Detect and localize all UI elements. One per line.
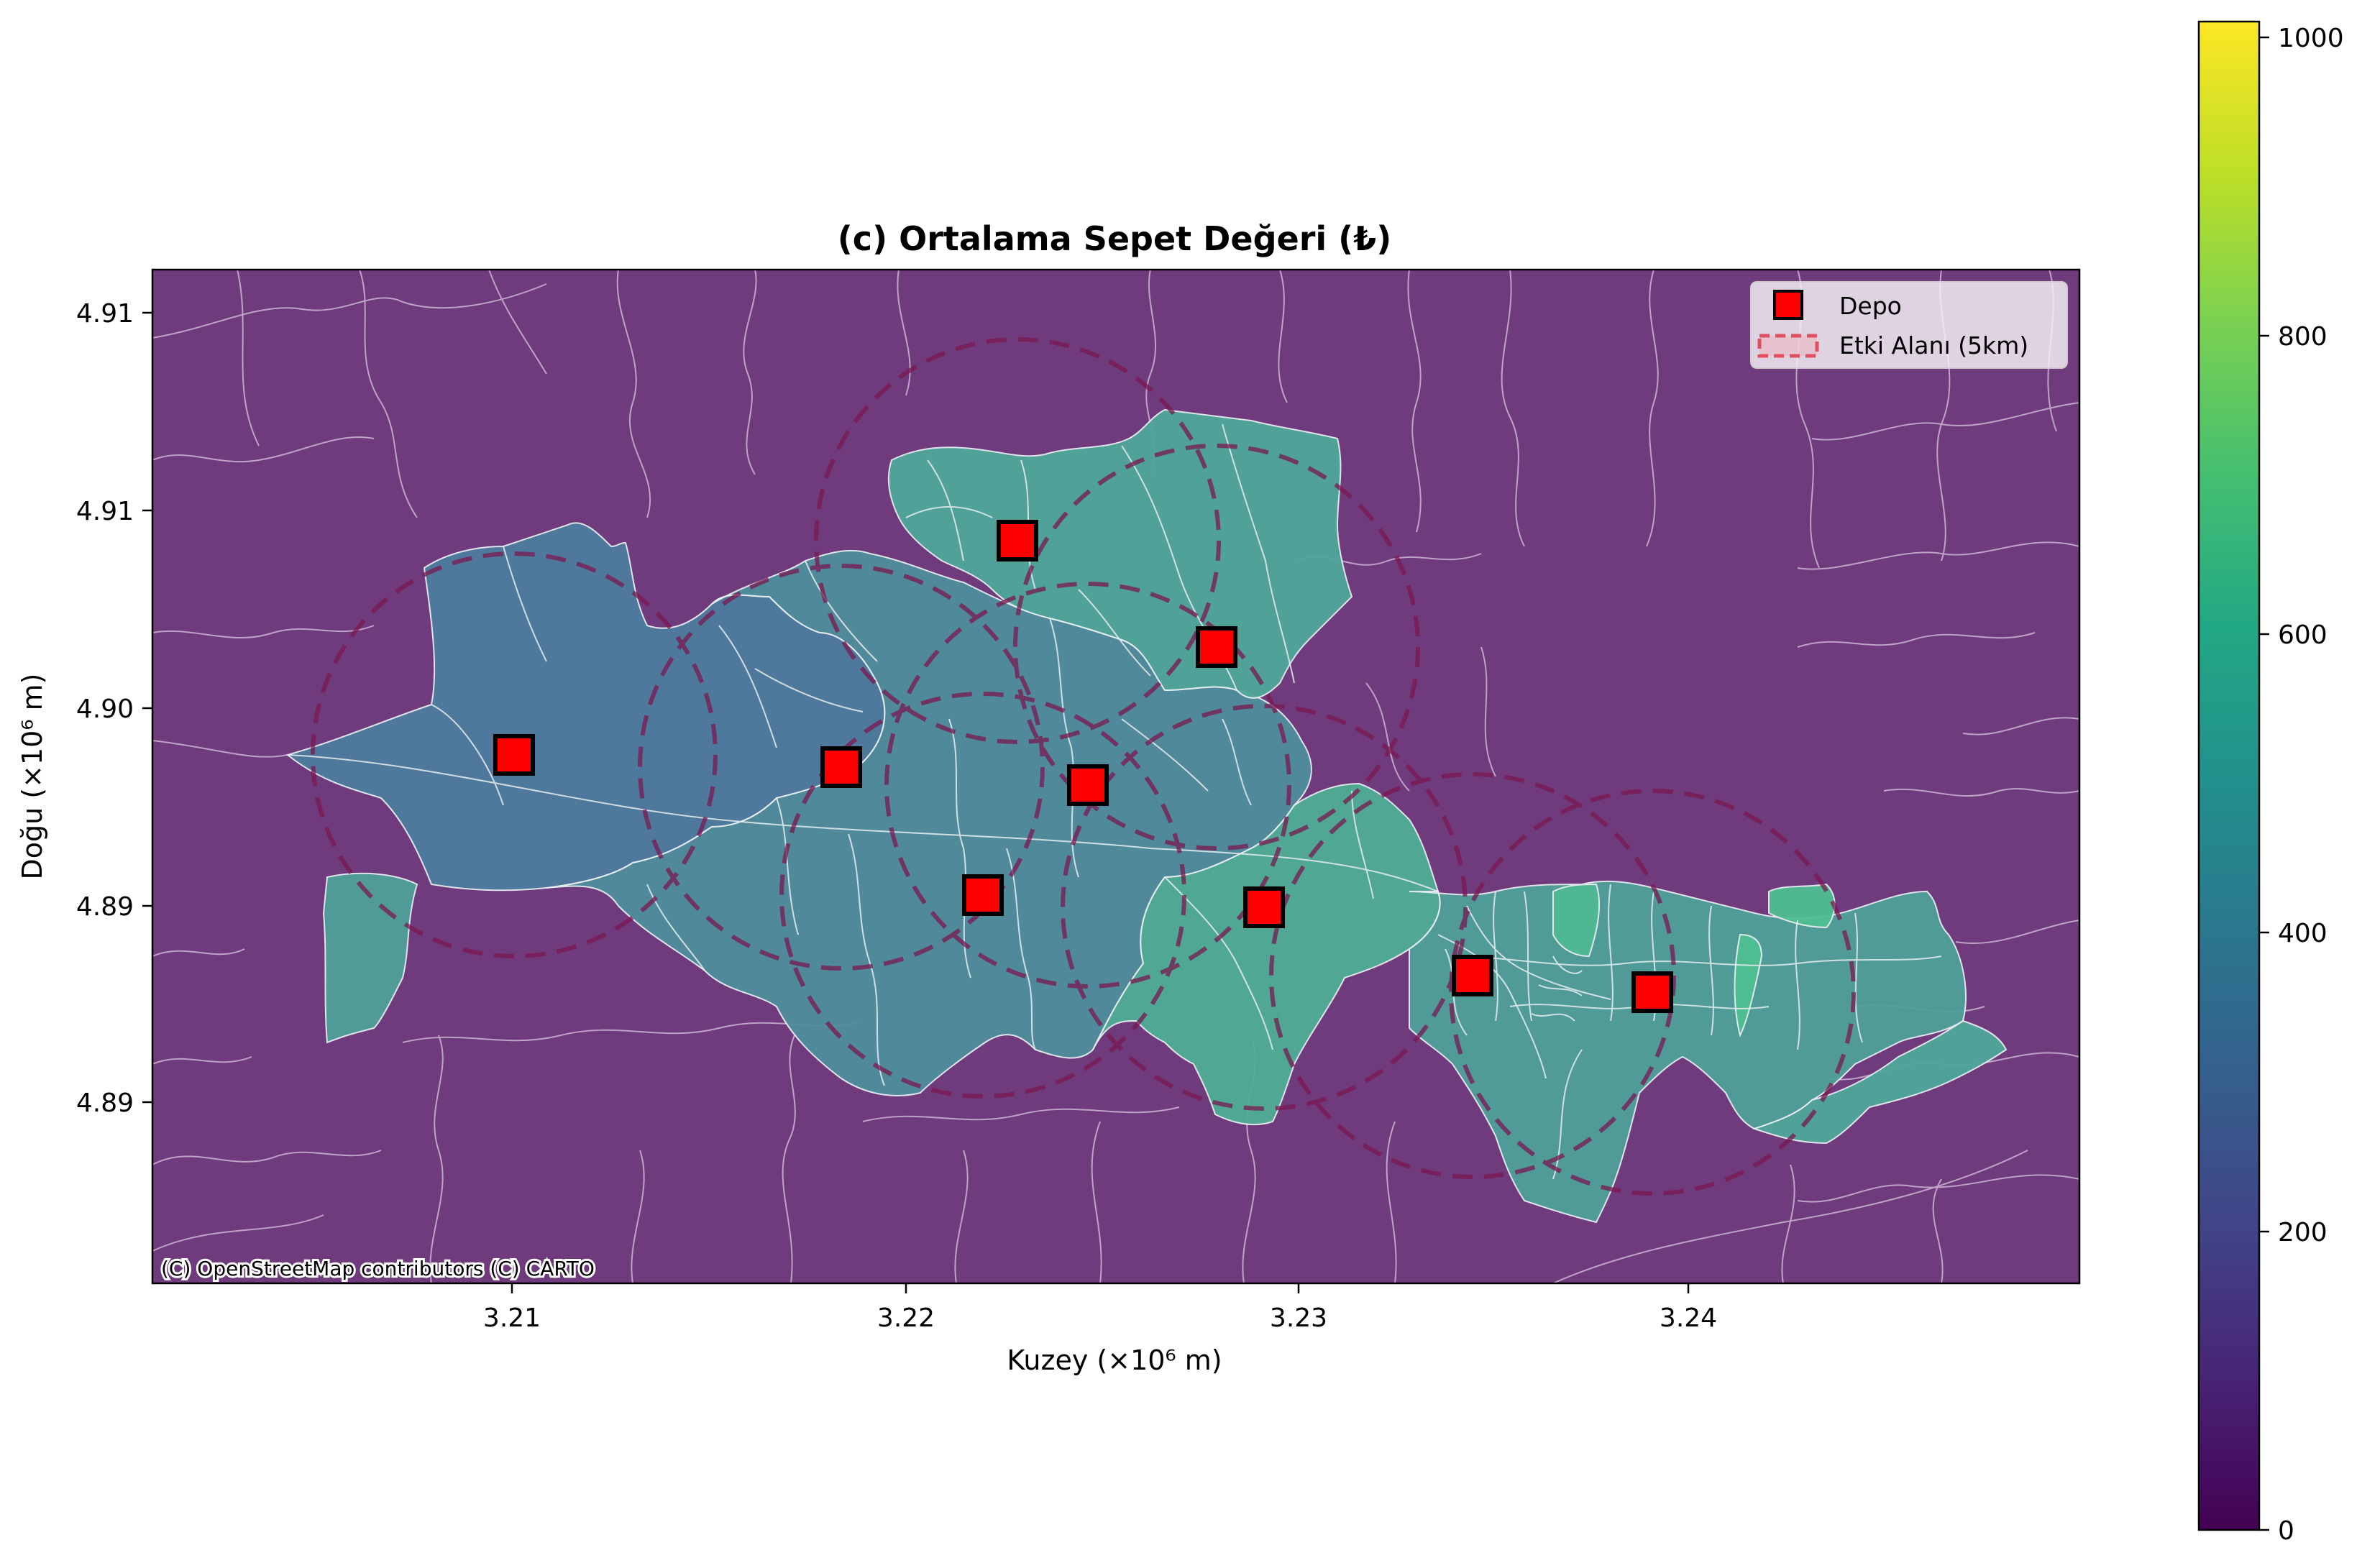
depot-marker[interactable] bbox=[1067, 764, 1109, 806]
y-tick-label: 4.91 bbox=[76, 497, 134, 526]
influence-circle bbox=[1449, 789, 1856, 1196]
legend-influence-symbol bbox=[1757, 334, 1819, 358]
colorbar-tick-label: 200 bbox=[2278, 1218, 2328, 1247]
y-tick-label: 4.90 bbox=[76, 695, 134, 724]
depot-marker[interactable] bbox=[820, 746, 862, 788]
depot-marker[interactable] bbox=[493, 734, 535, 776]
influence-circle bbox=[311, 551, 718, 958]
x-axis-label: Kuzey (×10⁶ m) bbox=[1007, 1344, 1222, 1376]
colorbar-tick-label: 0 bbox=[2278, 1516, 2294, 1546]
x-axis bbox=[511, 1283, 1690, 1293]
region-east-green-3 bbox=[1768, 883, 1836, 929]
y-axis-label: Doğu (×10⁶ m) bbox=[17, 674, 48, 880]
colorbar-gradient bbox=[2197, 20, 2261, 1531]
depots bbox=[493, 520, 1673, 1013]
depot-marker[interactable] bbox=[1631, 971, 1673, 1013]
colorbar-tick-label: 600 bbox=[2278, 620, 2328, 650]
map-plot[interactable]: (C) OpenStreetMap contributors (C) CARTO bbox=[152, 270, 2079, 1283]
depot-marker[interactable] bbox=[1452, 955, 1493, 996]
region-southeast-ext bbox=[1752, 1019, 2008, 1145]
y-tick-label: 4.89 bbox=[76, 892, 134, 922]
legend-depot-symbol bbox=[1773, 290, 1803, 320]
influence-circle bbox=[1013, 444, 1420, 851]
legend-box bbox=[1750, 281, 2068, 369]
influence-circle bbox=[638, 564, 1045, 971]
x-tick-label: 3.21 bbox=[483, 1303, 541, 1333]
depot-marker[interactable] bbox=[1243, 886, 1285, 928]
colorbar-tick-label: 400 bbox=[2278, 919, 2328, 948]
map-title: (c) Ortalama Sepet Değeri (₺) bbox=[838, 219, 1391, 258]
region-center-south bbox=[1092, 782, 1441, 1126]
region-east-green bbox=[1552, 883, 1601, 958]
influence-circle bbox=[1269, 772, 1676, 1179]
colorbar-tick-label: 800 bbox=[2278, 322, 2328, 352]
y-tick-label: 4.89 bbox=[76, 1088, 134, 1118]
influence-circle bbox=[884, 582, 1291, 989]
y-tick-label: 4.91 bbox=[76, 299, 134, 329]
legend-depot-label: Depo bbox=[1839, 292, 1902, 320]
y-axis bbox=[142, 311, 152, 1104]
plot-frame bbox=[151, 268, 2081, 1285]
depot-marker[interactable] bbox=[962, 874, 1004, 916]
depot-marker[interactable] bbox=[1196, 626, 1237, 668]
influence-areas bbox=[311, 337, 1856, 1196]
legend-influence-label: Etki Alanı (5km) bbox=[1839, 331, 2028, 359]
colorbar: 0 200 400 600 800 1000 bbox=[2197, 20, 2344, 1546]
depot-marker[interactable] bbox=[997, 520, 1038, 562]
influence-circle bbox=[814, 337, 1221, 744]
district-boundaries bbox=[152, 270, 2079, 1283]
influence-circle bbox=[779, 692, 1186, 1099]
x-tick-label: 3.22 bbox=[877, 1303, 935, 1333]
legend: Depo Etki Alanı (5km) bbox=[1750, 281, 2068, 369]
colorbar-tick-label: 1000 bbox=[2278, 24, 2344, 53]
subdistrict-lines bbox=[287, 423, 1942, 1180]
influence-circle bbox=[1061, 704, 1468, 1111]
map-attribution: (C) OpenStreetMap contributors (C) CARTO bbox=[161, 1257, 595, 1280]
x-tick-label: 3.24 bbox=[1660, 1303, 1717, 1333]
x-tick-label: 3.23 bbox=[1270, 1303, 1327, 1333]
service-region bbox=[285, 408, 2008, 1224]
region-east-green-2 bbox=[1734, 933, 1763, 1037]
region-north bbox=[887, 408, 1353, 699]
